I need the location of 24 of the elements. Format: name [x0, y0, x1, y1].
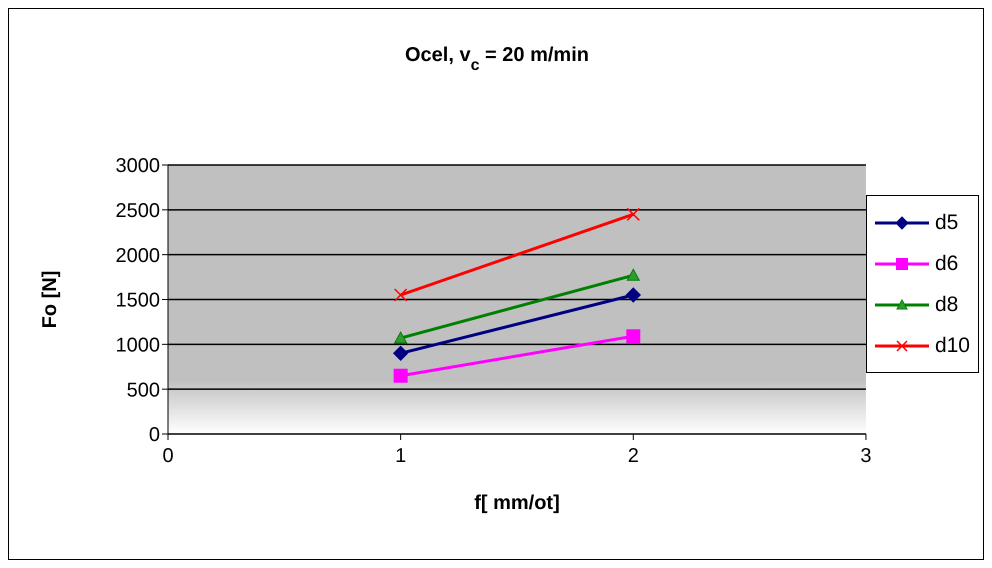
x-axis-title: f[ mm/ot] — [474, 492, 560, 514]
x-tick-label: 1 — [395, 445, 406, 468]
point — [626, 288, 641, 303]
y-tick-label: 1500 — [116, 290, 160, 312]
y-tick-label: 500 — [126, 379, 160, 402]
x-tick-label: 2 — [628, 445, 639, 468]
point — [626, 329, 640, 344]
x-tick-label: 3 — [860, 445, 872, 468]
point — [394, 288, 408, 302]
legend-label: d10 — [934, 334, 970, 358]
y-tick-label: 1000 — [116, 334, 160, 356]
legend-label: d8 — [934, 292, 958, 316]
y-tick-label: 2000 — [116, 244, 160, 267]
y-axis-title: Fo [N] — [39, 270, 62, 328]
point — [626, 208, 640, 222]
point — [393, 346, 408, 361]
legend-label: d5 — [934, 210, 958, 234]
chart-title: Ocel, v$_{c}$ = 20 m/min — [404, 44, 590, 74]
y-tick-label: 3000 — [116, 155, 160, 178]
y-tick-label: 0 — [148, 424, 160, 446]
legend-label: d6 — [934, 252, 958, 276]
point — [394, 368, 408, 383]
x-tick-label: 0 — [162, 445, 174, 468]
y-tick-label: 2500 — [116, 200, 160, 222]
